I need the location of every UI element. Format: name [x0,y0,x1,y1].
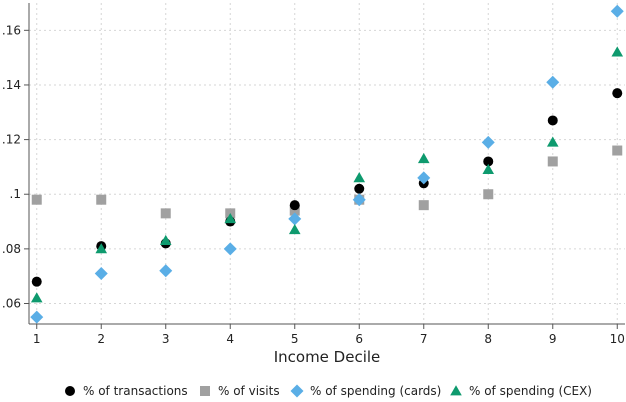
x-tick-label: 9 [549,332,557,346]
legend-item: % of visits [200,384,280,398]
y-tick-label: .08 [2,242,21,256]
data-point-circle [612,88,623,99]
data-point-triangle [288,223,301,235]
data-point-diamond [159,264,173,278]
series-square [31,145,623,219]
data-point-square [96,194,107,205]
data-points [30,4,624,324]
y-tick-label: .16 [2,23,21,37]
x-tick-label: 5 [291,332,299,346]
axes [28,3,625,325]
x-tick-label: 1 [33,332,41,346]
x-tick-label: 7 [420,332,428,346]
data-point-square [483,189,494,200]
data-point-square [418,200,429,211]
x-tick-label: 3 [162,332,170,346]
legend-marker-diamond [290,384,304,398]
data-point-square [31,194,42,205]
y-tick-label: .06 [2,297,21,311]
data-point-triangle [353,172,366,183]
data-point-diamond [481,135,495,149]
data-point-triangle [482,163,495,174]
legend-marker-circle [65,386,75,396]
data-point-square [547,156,558,167]
data-point-triangle [417,152,430,164]
data-point-square [612,145,623,156]
legend-label: % of transactions [83,384,188,398]
legend: % of transactions % of visits % of spendin… [65,384,592,398]
x-axis-title: Income Decile [274,348,381,366]
data-point-triangle [159,234,172,246]
x-tick-label: 10 [610,332,625,346]
data-point-circle [547,115,558,126]
data-point-diamond [610,4,624,18]
x-tick-label: 4 [226,332,234,346]
data-point-triangle [611,46,624,57]
y-tick-label: .12 [2,133,21,147]
data-point-square [160,208,171,219]
x-ticks: 1 2 3 4 5 6 7 8 9 10 [33,324,625,346]
legend-marker-triangle [450,385,462,396]
data-point-diamond [546,75,560,89]
x-tick-label: 2 [97,332,105,346]
series-triangle [30,46,624,303]
legend-marker-square [200,386,210,396]
data-point-diamond [417,171,431,185]
data-point-diamond [30,310,44,324]
legend-label: % of spending (cards) [310,384,441,398]
series-diamond [30,4,624,324]
legend-item: % of spending (CEX) [450,384,592,398]
y-ticks: .06 .08 .1 .12 .14 .16 [2,23,29,311]
data-point-triangle [30,292,43,303]
data-point-circle [483,156,494,167]
data-point-circle [354,183,365,194]
data-point-triangle [95,243,108,254]
data-point-square [289,205,300,216]
data-point-triangle [546,136,559,147]
data-point-circle [31,276,42,287]
data-point-diamond [94,266,108,280]
x-tick-label: 6 [355,332,363,346]
legend-item: % of transactions [65,384,188,398]
legend-label: % of visits [218,384,280,398]
x-tick-label: 8 [484,332,492,346]
legend-label: % of spending (CEX) [469,384,592,398]
y-tick-label: .1 [10,187,21,201]
y-tick-label: .14 [2,78,21,92]
grid [29,3,625,324]
legend-item: % of spending (cards) [290,384,441,398]
data-point-diamond [352,193,366,207]
data-point-diamond [288,212,302,226]
data-point-diamond [223,242,237,256]
data-point-circle [289,200,300,211]
data-point-triangle [224,213,237,224]
series-circle [31,88,623,287]
